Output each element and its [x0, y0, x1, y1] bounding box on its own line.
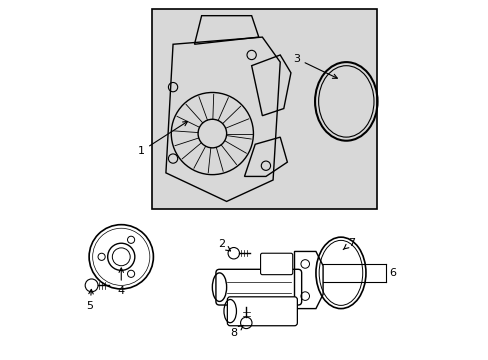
Text: 5: 5 [86, 289, 94, 311]
FancyBboxPatch shape [260, 253, 292, 275]
Text: 6: 6 [388, 268, 395, 278]
Text: 4: 4 [118, 268, 124, 296]
Text: 2: 2 [217, 239, 230, 251]
Text: 1: 1 [137, 121, 187, 157]
Bar [151, 9, 376, 208]
Text: 8: 8 [230, 325, 243, 338]
FancyBboxPatch shape [216, 269, 301, 305]
Text: 7: 7 [343, 238, 354, 249]
FancyBboxPatch shape [227, 297, 297, 326]
Text: 3: 3 [292, 54, 337, 78]
